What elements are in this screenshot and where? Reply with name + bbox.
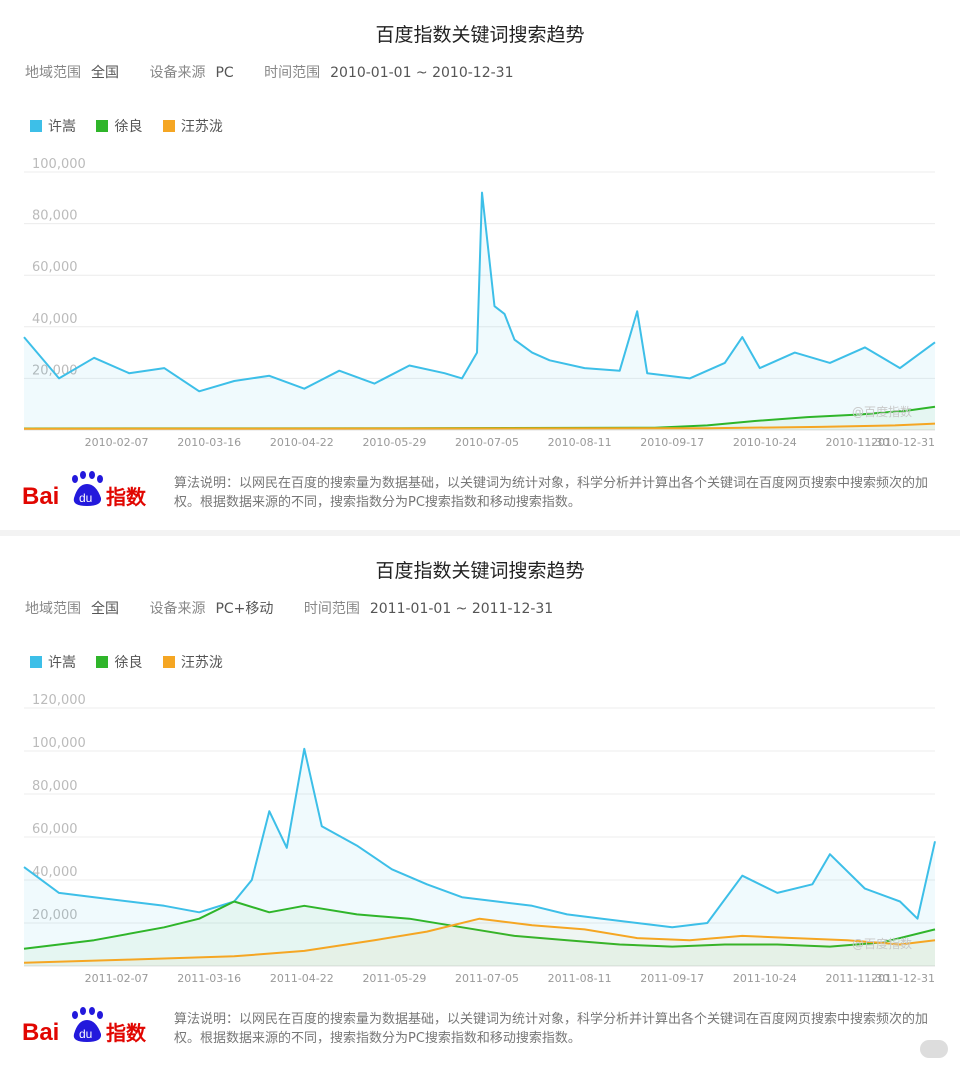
series-area bbox=[24, 918, 935, 966]
x-tick-label: 2011-07-05 bbox=[455, 972, 519, 985]
x-tick-label: 2010-05-29 bbox=[362, 436, 426, 449]
x-tick-label: 2011-09-17 bbox=[640, 972, 704, 985]
x-tick-label: 2011-02-07 bbox=[85, 972, 149, 985]
y-tick-label: 100,000 bbox=[32, 736, 86, 751]
legend-label: 汪苏泷 bbox=[180, 655, 223, 671]
legend-item-xu-song[interactable]: 许嵩 bbox=[30, 116, 76, 136]
y-tick-label: 80,000 bbox=[32, 209, 78, 224]
time-value[interactable]: 2010-01-01 ~ 2010-12-31 bbox=[330, 65, 514, 81]
y-tick-label: 100,000 bbox=[32, 157, 86, 172]
series-line[interactable] bbox=[23, 917, 936, 964]
watermark: @百度指数 bbox=[852, 404, 912, 419]
series-area bbox=[24, 406, 935, 430]
algorithm-note: 算法说明：以网民在百度的搜索量为数据基础，以关键词为统计对象，科学分析并计算出各… bbox=[174, 476, 929, 510]
chart-panel-2011: 百度指数关键词搜索趋势 地域范围 全国 设备来源 PC+移动 时间范围 2011-01… bbox=[0, 536, 960, 1068]
x-tick-label: 2010-03-16 bbox=[177, 436, 241, 449]
legend-label: 汪苏泷 bbox=[180, 119, 223, 135]
x-tick-label: 2011-08-11 bbox=[548, 972, 612, 985]
y-tick-label: 20,000 bbox=[32, 908, 78, 923]
filter-bar: 地域范围 全国 设备来源 PC+移动 时间范围 2011-01-01 ~ 2011-1… bbox=[25, 598, 579, 618]
x-tick-label: 2010-04-22 bbox=[270, 436, 334, 449]
x-tick-label: 2011-11-30 bbox=[825, 972, 889, 985]
legend-item-xu-liang[interactable]: 徐良 bbox=[96, 652, 142, 672]
x-tick-label: 2010-07-05 bbox=[455, 436, 519, 449]
region-value[interactable]: 全国 bbox=[91, 65, 119, 81]
region-label: 地域范围 bbox=[25, 65, 81, 81]
legend: 许嵩 徐良 汪苏泷 bbox=[30, 652, 239, 672]
x-tick-label: 2010-10-24 bbox=[733, 436, 797, 449]
legend-item-wang-sulong[interactable]: 汪苏泷 bbox=[162, 652, 223, 672]
device-label: 设备来源 bbox=[149, 65, 206, 81]
legend-item-wang-sulong[interactable]: 汪苏泷 bbox=[162, 116, 223, 136]
y-tick-label: 60,000 bbox=[32, 260, 78, 275]
logo-du: du bbox=[79, 1027, 92, 1041]
y-tick-label: 120,000 bbox=[32, 693, 86, 708]
x-tick-label: 2010-02-07 bbox=[85, 436, 149, 449]
line-chart-2011[interactable]: 20,000 40,000 60,000 80,000 100,000 120,000 20… bbox=[0, 686, 960, 996]
legend-label: 许嵩 bbox=[48, 119, 76, 135]
legend-item-xu-song[interactable]: 许嵩 bbox=[30, 652, 76, 672]
series-area bbox=[24, 748, 935, 966]
x-tick-label: 2011-10-24 bbox=[733, 972, 797, 985]
legend-item-xu-liang[interactable]: 徐良 bbox=[96, 116, 142, 136]
chart-panel-2010: 百度指数关键词搜索趋势 地域范围 全国 设备来源 PC 时间范围 2010-01-01… bbox=[0, 0, 960, 530]
legend-label: 徐良 bbox=[114, 119, 143, 135]
legend-swatch bbox=[30, 656, 42, 668]
series-area bbox=[24, 192, 935, 430]
chart-title: 百度指数关键词搜索趋势 bbox=[375, 24, 585, 46]
footer: Bai du 指数 算法说明：以网民在百度的搜索量为数据基础，以关键词为统计对象… bbox=[0, 1006, 960, 1066]
legend-label: 许嵩 bbox=[48, 655, 76, 671]
logo-bai: Bai bbox=[22, 483, 59, 510]
baidu-logo: Bai du 指数 bbox=[22, 471, 147, 510]
series-line[interactable] bbox=[23, 900, 936, 950]
x-tick-label: 2010-09-17 bbox=[640, 436, 704, 449]
series-line[interactable] bbox=[23, 191, 936, 393]
line-chart-2010[interactable]: 20,00040,00060,00080,000100,0002010-02-0… bbox=[0, 150, 960, 460]
legend-label: 徐良 bbox=[114, 655, 143, 671]
time-label: 时间范围 bbox=[264, 65, 321, 81]
legend-swatch bbox=[162, 120, 175, 132]
x-tick-label: 2011-12-31 bbox=[871, 972, 935, 985]
legend: 许嵩 徐良 汪苏泷 bbox=[30, 116, 239, 136]
y-tick-label: 40,000 bbox=[32, 312, 78, 327]
filter-bar: 地域范围 全国 设备来源 PC 时间范围 2010-01-01 ~ 2010-12-3… bbox=[25, 62, 539, 82]
baidu-logo: Bai du 指数 bbox=[22, 1007, 147, 1046]
y-tick-label: 60,000 bbox=[32, 822, 78, 837]
region-value[interactable]: 全国 bbox=[91, 601, 119, 617]
x-tick-label: 2011-03-16 bbox=[177, 972, 241, 985]
series-area bbox=[24, 901, 935, 966]
device-value[interactable]: PC+移动 bbox=[215, 601, 274, 617]
x-tick-label: 2011-05-29 bbox=[362, 972, 426, 985]
legend-swatch bbox=[162, 656, 175, 668]
more-options-button[interactable] bbox=[920, 1040, 948, 1058]
series-line[interactable] bbox=[23, 747, 936, 929]
legend-swatch bbox=[96, 656, 109, 668]
time-label: 时间范围 bbox=[303, 601, 360, 617]
logo-zhishu: 指数 bbox=[106, 485, 147, 509]
series-line[interactable] bbox=[23, 422, 936, 430]
time-value[interactable]: 2011-01-01 ~ 2011-12-31 bbox=[369, 601, 554, 617]
logo-du: du bbox=[79, 491, 92, 505]
legend-swatch bbox=[30, 120, 42, 132]
device-label: 设备来源 bbox=[149, 601, 206, 617]
legend-swatch bbox=[96, 120, 109, 132]
region-label: 地域范围 bbox=[25, 601, 81, 617]
x-tick-label: 2010-11-30 bbox=[825, 436, 889, 449]
chart-title: 百度指数关键词搜索趋势 bbox=[375, 560, 585, 582]
device-value[interactable]: PC bbox=[215, 65, 234, 81]
algorithm-note: 算法说明：以网民在百度的搜索量为数据基础，以关键词为统计对象，科学分析并计算出各… bbox=[174, 1012, 929, 1046]
logo-bai: Bai bbox=[22, 1019, 59, 1046]
x-tick-label: 2010-12-31 bbox=[871, 436, 935, 449]
footer: Bai du 指数 算法说明：以网民在百度的搜索量为数据基础，以关键词为统计对象… bbox=[0, 470, 960, 530]
y-tick-label: 40,000 bbox=[32, 865, 78, 880]
x-tick-label: 2011-04-22 bbox=[270, 972, 334, 985]
logo-zhishu: 指数 bbox=[106, 1021, 147, 1045]
y-tick-label: 80,000 bbox=[32, 779, 78, 794]
watermark: @百度指数 bbox=[852, 936, 912, 951]
x-tick-label: 2010-08-11 bbox=[548, 436, 612, 449]
